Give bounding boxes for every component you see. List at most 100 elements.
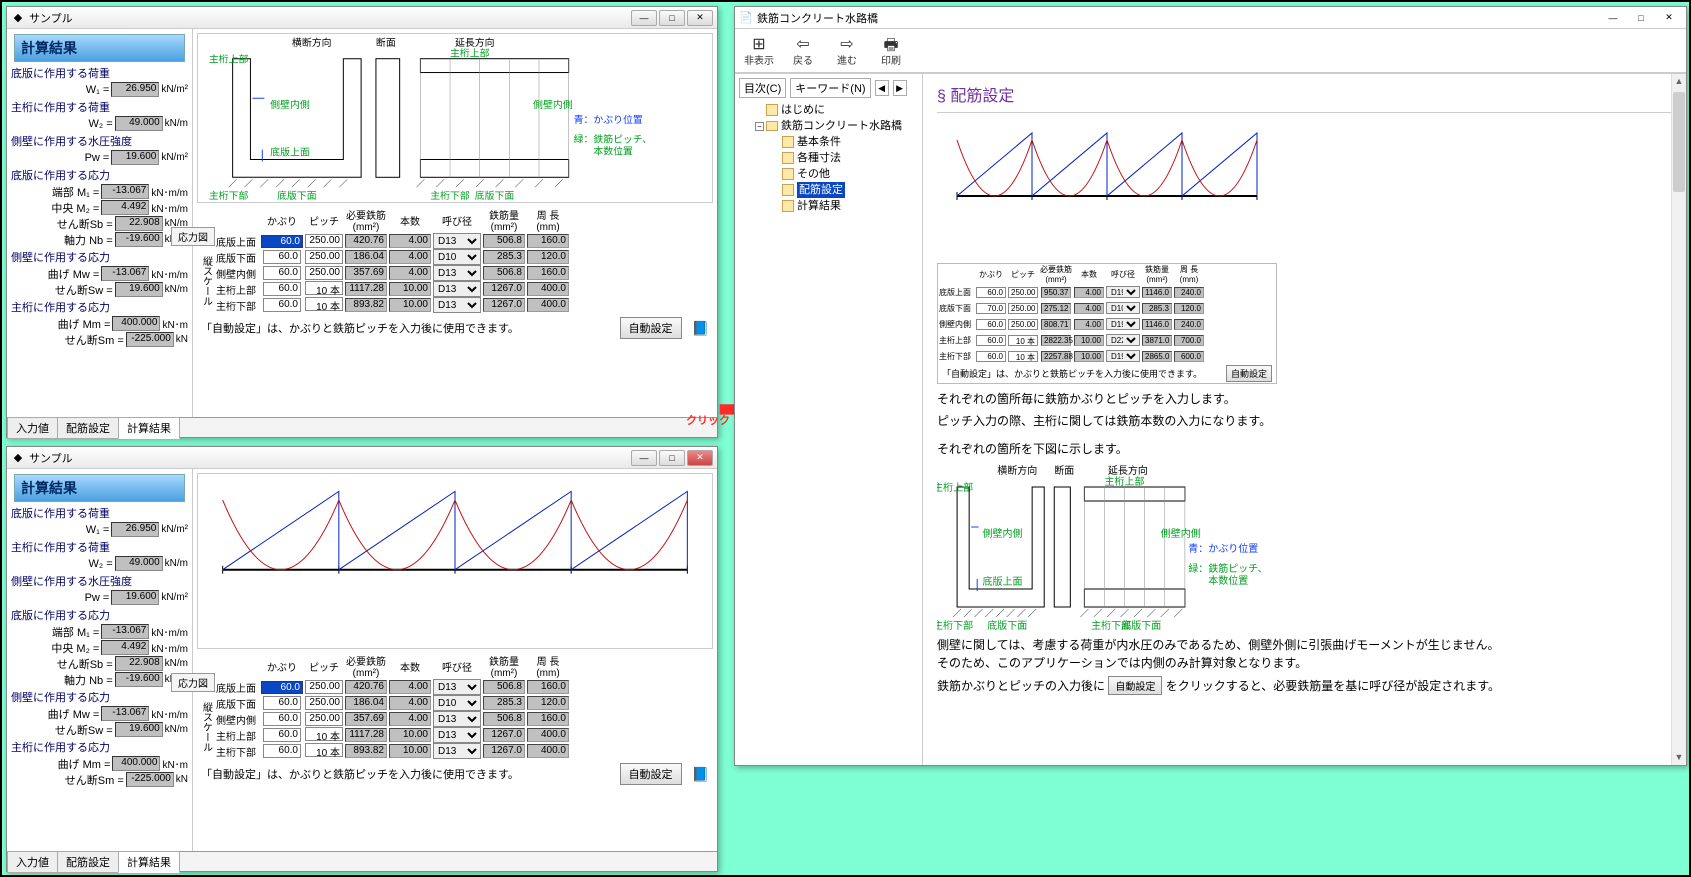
hint-text: 「自動設定」は、かぶりと鉄筋ピッチを入力後に使用できます。 <box>201 766 519 782</box>
pitch-input[interactable]: 250.00 <box>305 266 343 280</box>
diameter-select[interactable]: D13 <box>433 679 481 695</box>
perimeter-value: 160.0 <box>527 266 569 280</box>
pitch-input[interactable]: 250.00 <box>1008 287 1038 298</box>
kaburi-input[interactable]: 60.0 <box>263 298 301 312</box>
scroll-up-arrow[interactable]: ▲ <box>1672 74 1686 89</box>
auto-setting-button-inline[interactable]: 自動設定 <box>1108 676 1162 695</box>
close-button[interactable]: ✕ <box>1656 10 1682 26</box>
kaburi-input[interactable]: 60.0 <box>263 282 301 296</box>
kaburi-input[interactable]: 60.0 <box>263 744 301 758</box>
tree-node[interactable]: 配筋設定 <box>739 182 918 198</box>
tree-node[interactable]: 各種寸法 <box>739 150 918 166</box>
help-toolbar: ⊞非表示 ⇦戻る ⇨進む 🖶印刷 <box>735 29 1686 73</box>
pitch-input[interactable]: 10 本 <box>305 281 343 295</box>
stress-diagram-button[interactable]: 応力図 <box>171 673 215 692</box>
help-text: 側壁に関しては、考慮する荷重が内水圧のみであるため、側壁外側に引張曲げモーメント… <box>937 636 1672 672</box>
auto-setting-button[interactable]: 自動設定 <box>1226 365 1272 382</box>
kaburi-input[interactable]: 60.0 <box>263 266 301 280</box>
diameter-select[interactable]: D19 <box>1106 350 1140 362</box>
nav-left-arrow-button[interactable]: ◀ <box>875 80 889 96</box>
toolbar-back-button[interactable]: ⇦戻る <box>785 34 821 67</box>
kaburi-input[interactable]: 60.0 <box>261 681 303 694</box>
kaburi-input[interactable]: 60.0 <box>263 696 301 710</box>
pitch-input[interactable]: 250.00 <box>305 696 343 710</box>
kaburi-input[interactable]: 60.0 <box>263 728 301 742</box>
pitch-input[interactable]: 250.00 <box>305 250 343 264</box>
tree-node[interactable]: 計算結果 <box>739 198 918 214</box>
perimeter-value: 400.0 <box>527 298 569 312</box>
auto-setting-button[interactable]: 自動設定 <box>620 317 682 339</box>
help-book-icon[interactable]: 📘 <box>692 766 709 783</box>
tree-node[interactable]: 基本条件 <box>739 134 918 150</box>
kaburi-input[interactable]: 60.0 <box>263 712 301 726</box>
diameter-select[interactable]: D10 <box>433 695 481 711</box>
pitch-input[interactable]: 250.00 <box>305 234 343 248</box>
diameter-select[interactable]: D13 <box>433 265 481 281</box>
maximize-button[interactable]: □ <box>659 10 685 26</box>
table-row: 主桁下部60.010 本2257.8810.00D192865.0600.0 <box>938 348 1205 364</box>
diameter-select[interactable]: D13 <box>433 233 481 249</box>
close-button[interactable]: ✕ <box>687 450 713 466</box>
kaburi-input[interactable]: 60.0 <box>976 351 1006 362</box>
pitch-input[interactable]: 10 本 <box>305 297 343 311</box>
tree-node[interactable]: はじめに <box>739 102 918 118</box>
kaburi-input[interactable]: 60.0 <box>976 319 1006 330</box>
kaburi-input[interactable]: 60.0 <box>263 250 301 264</box>
stress-diagram-button[interactable]: 応力図 <box>171 227 215 246</box>
tree-node[interactable]: −鉄筋コンクリート水路橋 <box>739 118 918 134</box>
kaburi-input[interactable]: 60.0 <box>976 287 1006 298</box>
diameter-select[interactable]: D13 <box>433 711 481 727</box>
kaburi-input[interactable]: 60.0 <box>261 235 303 248</box>
tree-toggle-icon[interactable]: − <box>755 122 764 131</box>
pitch-input[interactable]: 250.00 <box>1008 303 1038 314</box>
pitch-input[interactable]: 10 本 <box>305 727 343 741</box>
toolbar-forward-button[interactable]: ⇨進む <box>829 34 865 67</box>
nav-right-arrow-button[interactable]: ▶ <box>893 80 907 96</box>
diameter-select[interactable]: D13 <box>433 743 481 759</box>
kaburi-input[interactable]: 70.0 <box>976 303 1006 314</box>
toolbar-print-button[interactable]: 🖶印刷 <box>873 34 909 67</box>
tab-results[interactable]: 計算結果 <box>118 417 180 439</box>
tree-node[interactable]: その他 <box>739 166 918 182</box>
result-row: せん断Sw =19.600kN/m <box>11 722 188 737</box>
minimize-button[interactable]: — <box>631 450 657 466</box>
amount-value: 506.8 <box>483 266 525 280</box>
diameter-select[interactable]: D10 <box>433 249 481 265</box>
pitch-input[interactable]: 250.00 <box>305 712 343 726</box>
tab-input[interactable]: 入力値 <box>7 851 58 873</box>
scroll-thumb[interactable] <box>1673 92 1685 192</box>
diameter-select[interactable]: D22 <box>1106 334 1140 346</box>
vertical-scrollbar[interactable]: ▲ ▼ <box>1671 74 1686 765</box>
pitch-input[interactable]: 10 本 <box>305 743 343 757</box>
maximize-button[interactable]: □ <box>1628 10 1654 26</box>
table-row: 側壁内側60.0250.00357.694.00D13506.8160.0 <box>215 711 570 727</box>
close-button[interactable]: ✕ <box>687 10 713 26</box>
tab-rebar[interactable]: 配筋設定 <box>57 417 119 439</box>
auto-setting-button[interactable]: 自動設定 <box>620 763 682 785</box>
diameter-select[interactable]: D10 <box>1106 302 1140 314</box>
nav-tab-keyword[interactable]: キーワード(N) <box>790 78 870 98</box>
pitch-input[interactable]: 10 本 <box>1008 351 1038 362</box>
tab-input[interactable]: 入力値 <box>7 417 58 439</box>
perimeter-value: 600.0 <box>1174 351 1204 362</box>
minimize-button[interactable]: — <box>631 10 657 26</box>
diameter-select[interactable]: D19 <box>1106 286 1140 298</box>
nav-tab-contents[interactable]: 目次(C) <box>739 78 786 98</box>
maximize-button[interactable]: □ <box>659 450 685 466</box>
scroll-down-arrow[interactable]: ▼ <box>1672 750 1686 765</box>
pitch-input[interactable]: 10 本 <box>1008 335 1038 346</box>
pitch-input[interactable]: 250.00 <box>305 680 343 694</box>
kaburi-input[interactable]: 60.0 <box>976 335 1006 346</box>
perimeter-value: 160.0 <box>527 234 569 248</box>
diameter-select[interactable]: D13 <box>433 727 481 743</box>
minimize-button[interactable]: — <box>1600 10 1626 26</box>
tab-results[interactable]: 計算結果 <box>118 851 180 873</box>
diameter-select[interactable]: D13 <box>433 281 481 297</box>
diameter-select[interactable]: D19 <box>1106 318 1140 330</box>
diameter-select[interactable]: D13 <box>433 297 481 313</box>
document-icon <box>782 200 794 212</box>
pitch-input[interactable]: 250.00 <box>1008 319 1038 330</box>
tab-rebar[interactable]: 配筋設定 <box>57 851 119 873</box>
toolbar-hide-button[interactable]: ⊞非表示 <box>741 34 777 67</box>
help-book-icon[interactable]: 📘 <box>692 320 709 337</box>
